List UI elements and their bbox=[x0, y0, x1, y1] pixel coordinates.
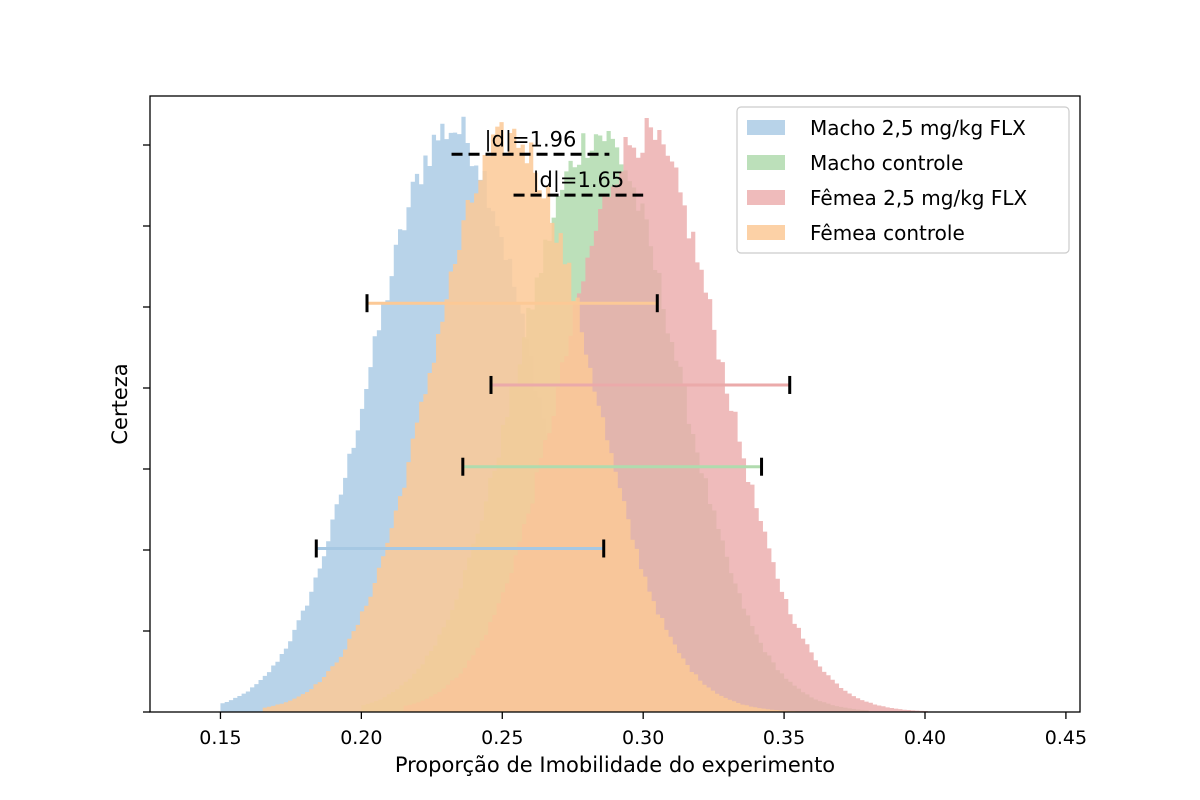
legend-label-2: Fêmea 2,5 mg/kg FLX bbox=[810, 186, 1027, 210]
legend-swatch-2 bbox=[747, 190, 785, 205]
x-axis-ticks: 0.15 0.20 0.25 0.30 0.35 0.40 0.45 bbox=[199, 712, 1087, 749]
legend-label-3: Fêmea controle bbox=[810, 221, 965, 245]
x-tick-label-4: 0.35 bbox=[763, 727, 805, 749]
y-axis-label: Certeza bbox=[108, 363, 132, 444]
legend-box bbox=[736, 106, 1070, 254]
legend-label-0: Macho 2,5 mg/kg FLX bbox=[810, 116, 1026, 140]
annotation-label-0: |d|=1.96 bbox=[485, 127, 577, 152]
legend: Macho 2,5 mg/kg FLX Macho controle Fêmea 2… bbox=[736, 106, 1070, 254]
histogram-bars bbox=[220, 116, 928, 713]
x-tick-label-1: 0.20 bbox=[340, 727, 382, 749]
histogram-bars-series-3 bbox=[262, 122, 813, 712]
x-axis-label: Proporção de Imobilidade do experimento bbox=[395, 753, 835, 777]
x-tick-label-2: 0.25 bbox=[481, 727, 523, 749]
annotation-label-1: |d|=1.65 bbox=[532, 168, 624, 193]
x-tick-label-5: 0.40 bbox=[904, 727, 946, 749]
legend-swatch-3 bbox=[747, 225, 785, 240]
legend-swatch-1 bbox=[747, 155, 785, 170]
legend-label-1: Macho controle bbox=[810, 151, 963, 175]
series-3 bbox=[262, 122, 813, 712]
plot-frame bbox=[149, 95, 1081, 713]
effect-size-annotations: |d|=1.96 |d|=1.65 bbox=[451, 127, 644, 197]
x-tick-label-6: 0.45 bbox=[1045, 727, 1087, 749]
x-tick-label-0: 0.15 bbox=[199, 727, 241, 749]
y-axis-ticks bbox=[143, 144, 150, 713]
interval-bars bbox=[314, 294, 792, 558]
legend-swatch-0 bbox=[747, 120, 785, 135]
x-tick-label-3: 0.30 bbox=[622, 727, 664, 749]
